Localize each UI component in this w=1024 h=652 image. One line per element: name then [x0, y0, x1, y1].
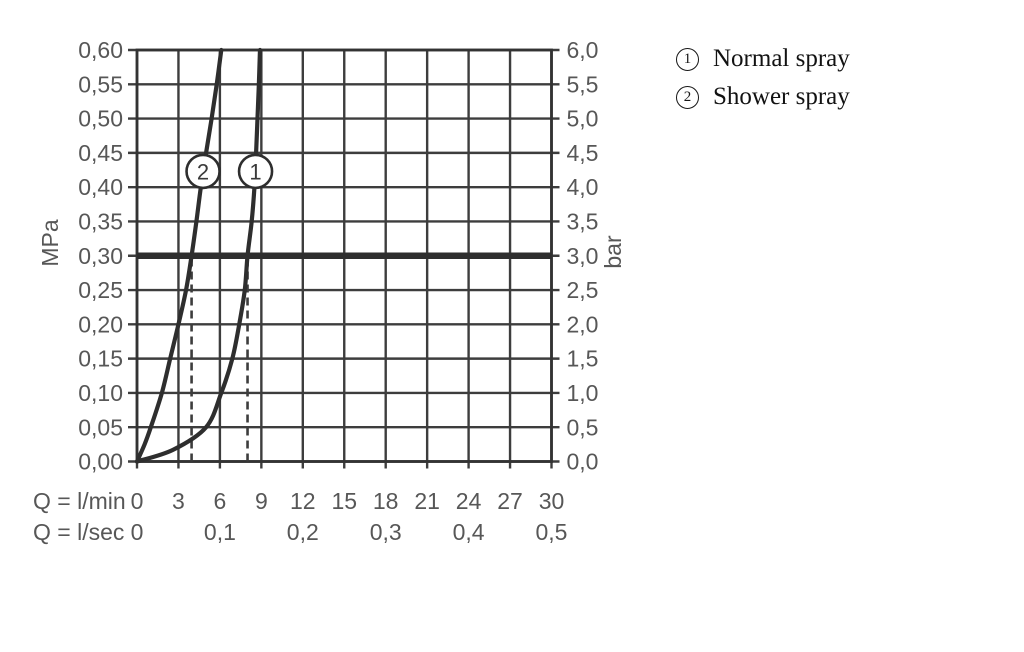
legend-label-normal-spray: Normal spray: [713, 45, 850, 72]
x-tick-label-lmin: 18: [373, 488, 399, 514]
x-tick-label-lmin: 9: [255, 488, 268, 514]
y-tick-label-left: 0,35: [78, 209, 123, 235]
y-tick-label-right: 3,0: [567, 243, 599, 269]
y-tick-label-right: 1,0: [567, 380, 599, 406]
y-tick-label-left: 0,50: [78, 106, 123, 132]
x-axis-label-lsec: Q = l/sec: [33, 519, 124, 545]
y-axis-label-bar: bar: [600, 235, 626, 269]
x-tick-label-lsec: 0,2: [287, 519, 319, 545]
curve-marker-2: 2: [185, 153, 221, 190]
curve-marker-number-1: 1: [249, 160, 261, 185]
y-tick-label-left: 0,00: [78, 449, 123, 475]
y-tick-label-right: 2,5: [567, 277, 599, 303]
x-tick-label-lmin: 6: [214, 488, 227, 514]
y-tick-label-right: 0,5: [567, 414, 599, 440]
x-tick-label-lmin: 0: [131, 488, 144, 514]
x-tick-label-lsec: 0,1: [204, 519, 236, 545]
y-tick-label-right: 4,5: [567, 140, 599, 166]
legend-label-shower-spray: Shower spray: [713, 83, 850, 110]
x-tick-label-lsec: 0: [131, 519, 144, 545]
x-tick-label-lsec: 0,5: [536, 519, 568, 545]
y-tick-label-right: 5,5: [567, 71, 599, 97]
y-tick-label-left: 0,20: [78, 311, 123, 337]
x-tick-label-lsec: 0,4: [453, 519, 485, 545]
legend-item-shower-spray: 2 Shower spray: [676, 83, 850, 111]
y-tick-label-right: 0,0: [567, 449, 599, 475]
y-tick-label-right: 4,0: [567, 174, 599, 200]
y-tick-label-right: 3,5: [567, 209, 599, 235]
y-tick-label-left: 0,30: [78, 243, 123, 269]
curve-shower-spray: [134, 47, 224, 464]
legend-marker-2-icon: 2: [676, 85, 699, 109]
legend-marker-1-icon: 1: [676, 47, 699, 71]
y-tick-label-right: 5,0: [567, 106, 599, 132]
y-axis-label-mpa: MPa: [37, 219, 63, 267]
curve-marker-circle-1: [237, 153, 274, 190]
curve-normal-spray: [134, 47, 263, 464]
axis-tick-labels: 0,000,050,100,150,200,250,300,350,400,45…: [78, 37, 598, 545]
x-tick-label-lmin: 24: [456, 488, 482, 514]
x-tick-label-lmin: 12: [290, 488, 316, 514]
x-tick-label-lmin: 21: [414, 488, 440, 514]
y-tick-label-right: 1,5: [567, 346, 599, 372]
x-tick-label-lmin: 27: [497, 488, 523, 514]
y-tick-label-left: 0,40: [78, 174, 123, 200]
curve-marker-circle-2: [185, 153, 221, 190]
curve-marker-1: 1: [237, 153, 274, 190]
x-tick-label-lmin: 30: [539, 488, 565, 514]
y-tick-label-left: 0,10: [78, 380, 123, 406]
y-tick-label-left: 0,55: [78, 71, 123, 97]
legend: 1 Normal spray 2 Shower spray: [676, 45, 850, 111]
x-tick-label-lmin: 15: [331, 488, 357, 514]
x-tick-label-lmin: 3: [172, 488, 185, 514]
y-tick-label-left: 0,45: [78, 140, 123, 166]
curve-marker-number-2: 2: [197, 160, 209, 185]
y-tick-label-right: 2,0: [567, 311, 599, 337]
legend-item-normal-spray: 1 Normal spray: [676, 45, 850, 73]
y-tick-label-left: 0,05: [78, 414, 123, 440]
y-tick-label-left: 0,60: [78, 37, 123, 63]
x-axis-label-lmin: Q = l/min: [33, 488, 126, 514]
y-tick-label-left: 0,15: [78, 346, 123, 372]
y-tick-label-left: 0,25: [78, 277, 123, 303]
y-tick-label-right: 6,0: [567, 37, 599, 63]
x-tick-label-lsec: 0,3: [370, 519, 402, 545]
